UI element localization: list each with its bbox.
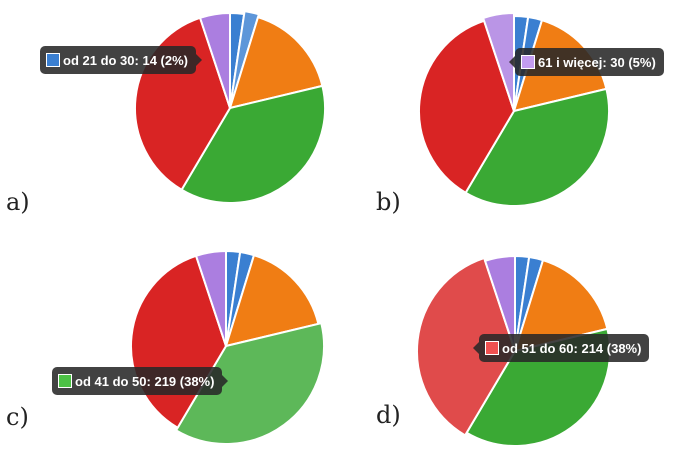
- tooltip-text-d: od 51 do 60: 214 (38%): [502, 340, 642, 356]
- chart-panel-b: 61 i więcej: 30 (5%) b): [343, 0, 686, 227]
- tooltip-b: 61 i więcej: 30 (5%): [509, 48, 664, 76]
- tooltip-swatch-c: [58, 374, 72, 388]
- tooltip-swatch-b: [521, 55, 535, 69]
- tooltip-text-c: od 41 do 50: 219 (38%): [75, 373, 215, 389]
- panel-label-d: d): [376, 401, 401, 429]
- tooltip-text-b: 61 i więcej: 30 (5%): [538, 54, 656, 70]
- panel-label-b: b): [376, 188, 401, 216]
- pie-slice-b-5[interactable]: [482, 12, 515, 112]
- chart-panel-a: od 21 do 30: 14 (2%) a): [0, 0, 343, 227]
- pie-slice-c-5[interactable]: [195, 250, 227, 347]
- pie-slice-b-3[interactable]: [464, 87, 610, 207]
- chart-panel-c: od 41 do 50: 219 (38%) c): [0, 227, 343, 454]
- pie-slice-d-2[interactable]: [514, 259, 609, 352]
- tooltip-swatch-d: [485, 341, 499, 355]
- pie-slice-d-5[interactable]: [484, 255, 516, 352]
- pie-slice-c-3[interactable]: [175, 322, 325, 445]
- tooltip-swatch-a: [46, 53, 60, 67]
- tooltip-d: od 51 do 60: 214 (38%): [472, 334, 650, 362]
- pie-slice-c-2[interactable]: [225, 254, 320, 347]
- panel-label-a: a): [6, 188, 30, 216]
- chart-panel-d: od 51 do 60: 214 (38%) d): [343, 227, 686, 454]
- tooltip-c: od 41 do 50: 219 (38%): [52, 367, 229, 395]
- pie-slice-a-5[interactable]: [199, 12, 231, 109]
- pie-slice-d-4[interactable]: [416, 256, 516, 437]
- pie-chart-b: [418, 12, 610, 207]
- panel-label-c: c): [6, 403, 29, 431]
- pie-slice-a-3[interactable]: [180, 84, 326, 204]
- pie-slice-a-2[interactable]: [229, 16, 324, 109]
- pie-chart-c: [130, 249, 325, 445]
- pie-chart-a: [134, 10, 326, 204]
- tooltip-a: od 21 do 30: 14 (2%): [40, 46, 202, 74]
- pie-slice-b-4[interactable]: [418, 19, 515, 194]
- tooltip-text-a: od 21 do 30: 14 (2%): [63, 52, 188, 68]
